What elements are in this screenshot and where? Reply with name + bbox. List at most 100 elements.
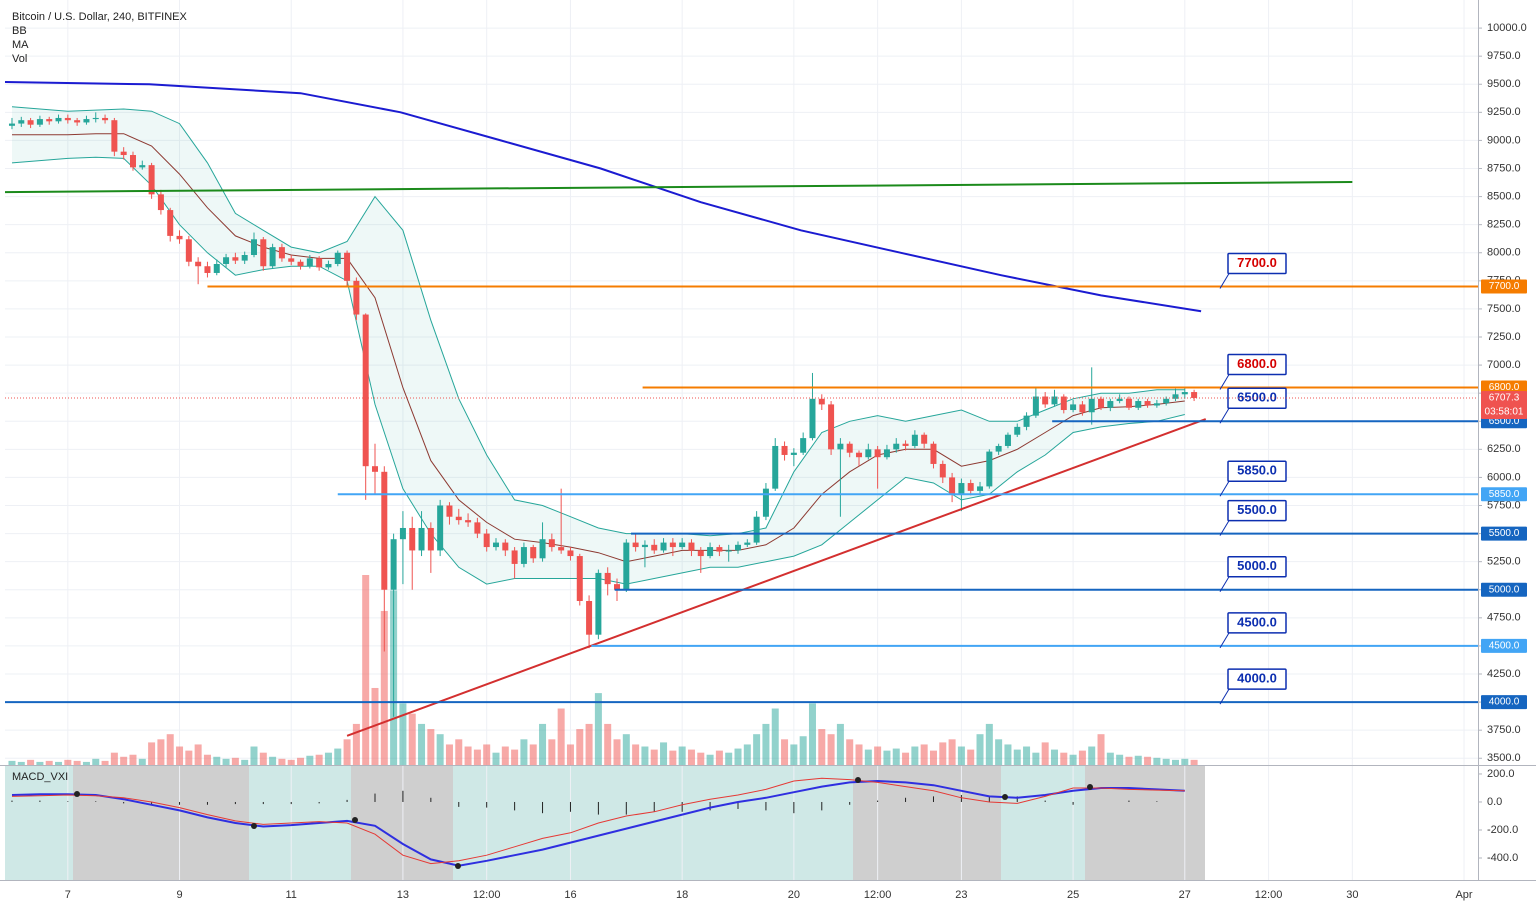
volume-bar <box>203 754 211 765</box>
candle-body <box>64 117 71 121</box>
volume-bar <box>976 734 984 765</box>
volume-bar <box>1041 742 1049 765</box>
price-tag-label: 6800.0 <box>1489 382 1520 393</box>
x-tick-label: 30 <box>1346 889 1358 901</box>
level-label: 6500.0 <box>1237 390 1277 405</box>
candle-body <box>772 445 779 489</box>
candle-body <box>250 239 257 255</box>
volume-bar <box>827 734 835 765</box>
candle-body <box>483 533 490 548</box>
volume-bar <box>1134 755 1142 765</box>
candle-body <box>92 117 99 120</box>
candle-body <box>362 314 369 467</box>
volume-bar <box>82 761 90 765</box>
candle-body <box>399 527 406 540</box>
candle-body <box>493 542 499 548</box>
y-tick-label: 8000.0 <box>1487 247 1521 259</box>
volume-bar <box>566 744 574 765</box>
candle-body <box>837 443 844 450</box>
volume-bar <box>855 744 863 765</box>
price-tag-label: 6500.0 <box>1489 416 1520 427</box>
candle-body <box>148 165 155 195</box>
candle-body <box>1098 398 1105 408</box>
candle-body <box>1144 401 1151 406</box>
candle-body <box>390 539 397 590</box>
volume-bar <box>771 708 779 765</box>
macd-zones <box>5 765 1205 880</box>
volume-bar <box>520 739 528 765</box>
countdown: 03:58:01 <box>1485 407 1524 418</box>
price-tag-label: 5500.0 <box>1489 528 1520 539</box>
candle-body <box>818 398 825 405</box>
candle-body <box>548 539 555 548</box>
volume-bar <box>408 713 416 765</box>
level-label-box <box>1227 612 1287 634</box>
volume-bar <box>911 746 919 765</box>
volume-bar <box>287 759 295 765</box>
volume-bar <box>604 723 612 765</box>
y-tick-label: -200.0 <box>1487 824 1518 836</box>
candle-body <box>1060 396 1067 411</box>
volume-bar <box>501 746 509 765</box>
level-label: 4500.0 <box>1237 614 1277 629</box>
volume-bar <box>632 744 640 765</box>
volume-bar <box>948 739 956 765</box>
volume-bar <box>297 757 305 765</box>
candle-body <box>465 520 472 523</box>
candle-body <box>902 443 909 446</box>
volume-bar <box>678 746 686 765</box>
volume-bar <box>55 761 63 765</box>
y-tick-label: 7000.0 <box>1487 359 1521 371</box>
price-tag <box>1481 279 1527 294</box>
candle-body <box>716 547 723 552</box>
volume-bar <box>278 758 286 765</box>
volume-bar <box>995 739 1003 765</box>
candle-body <box>809 398 816 439</box>
candle-body <box>1088 398 1095 413</box>
volume-bar <box>1153 757 1161 765</box>
x-tick-label: Apr <box>1455 889 1472 901</box>
volume-bar <box>864 749 872 765</box>
x-tick-label: 11 <box>286 889 297 901</box>
volume-bar <box>734 748 742 765</box>
x-tick-label: 7 <box>65 889 71 901</box>
candle-body <box>1107 401 1114 408</box>
indicator-label: BB <box>12 25 27 37</box>
candle-body <box>669 542 676 548</box>
candle-body <box>213 263 220 273</box>
candle-body <box>316 258 323 268</box>
candle-body <box>55 117 62 122</box>
cross-dot <box>455 863 461 869</box>
y-tick-label: 200.0 <box>1487 768 1515 780</box>
volume-bar <box>790 744 798 765</box>
candle-body <box>1079 404 1086 413</box>
volume-bar <box>1069 754 1077 765</box>
x-tick-label: 23 <box>955 889 967 901</box>
volume-bar <box>324 752 332 765</box>
label-pointer <box>1219 481 1230 497</box>
volume-bar <box>1125 756 1133 765</box>
candle-body <box>157 194 164 211</box>
volume-bar <box>352 723 360 765</box>
volume-bar <box>1162 758 1170 765</box>
volume-bar <box>576 729 584 765</box>
y-tick-label: 4750.0 <box>1487 612 1521 624</box>
volume-bar <box>1050 749 1058 765</box>
volume-bar <box>808 703 816 765</box>
volume-bar <box>64 759 72 765</box>
volume-bar <box>1023 746 1031 765</box>
candle-body <box>353 280 360 315</box>
x-tick-label: 13 <box>397 889 409 901</box>
volume-bar <box>650 749 658 765</box>
candle-body <box>204 266 211 273</box>
zone <box>73 765 249 880</box>
x-tick-label: 12:00 <box>1255 889 1283 901</box>
volume-bar <box>622 734 630 765</box>
trend-line <box>4 180 1353 194</box>
candle-body <box>185 239 192 262</box>
level-label: 7700.0 <box>1237 255 1277 270</box>
candle-body <box>604 572 611 585</box>
x-tick-label: 16 <box>564 889 576 901</box>
candle-body <box>1135 401 1142 408</box>
